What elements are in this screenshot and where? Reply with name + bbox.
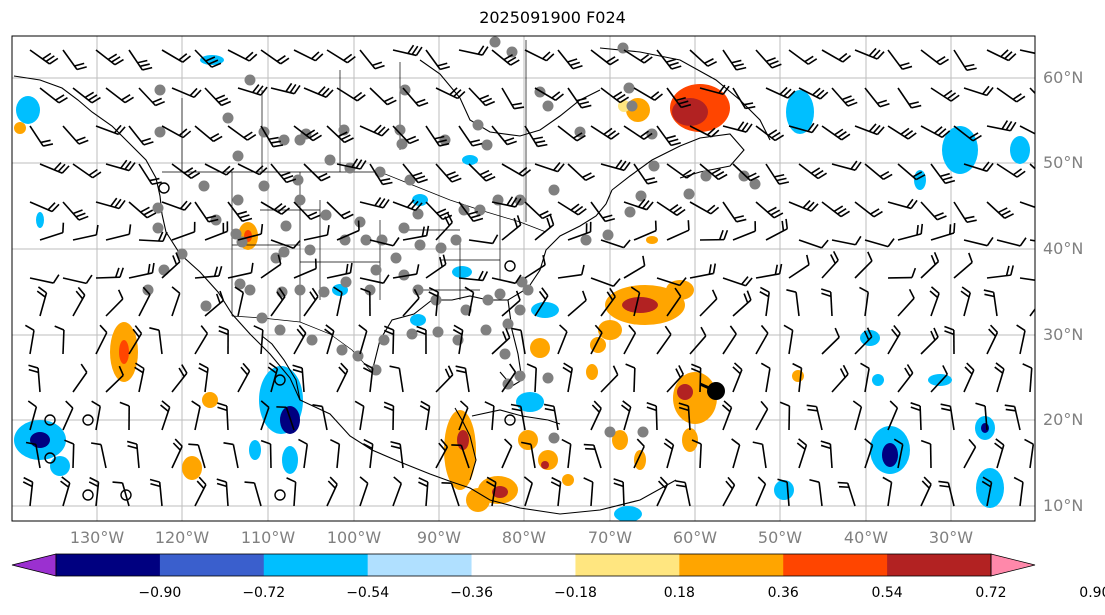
longitude-label: 90°W — [416, 528, 462, 547]
colorbar-tick-label: −0.54 — [346, 585, 390, 601]
colorbar-tick-label: −0.36 — [450, 585, 493, 601]
colorbar — [11, 553, 1036, 577]
latitude-label: 10°N — [1043, 496, 1084, 515]
map-frame — [11, 35, 1036, 522]
map-title: 2025091900 F024 — [479, 8, 626, 27]
longitude-label: 60°W — [672, 528, 718, 547]
latitude-label: 30°N — [1043, 325, 1084, 344]
colorbar-tick-label: −0.90 — [138, 585, 182, 601]
longitude-label: 80°W — [501, 528, 547, 547]
longitude-label: 40°W — [843, 528, 889, 547]
colorbar-tick-label: −0.18 — [553, 585, 597, 601]
colorbar-tick-label: 0.72 — [975, 585, 1007, 601]
colorbar-tick-label: −0.72 — [242, 585, 286, 601]
colorbar-tick-label: 0.36 — [767, 585, 799, 601]
station-markers — [142, 36, 761, 444]
colorbar-tick-label: 0.90 — [1079, 585, 1105, 601]
latitude-label: 40°N — [1043, 239, 1084, 258]
longitude-label: 70°W — [587, 528, 633, 547]
longitude-label: 100°W — [326, 528, 382, 547]
longitude-label: 120°W — [154, 528, 210, 547]
colorbar-tick-label: 0.54 — [871, 585, 903, 601]
latitude-label: 60°N — [1043, 68, 1084, 87]
latitude-label: 50°N — [1043, 153, 1084, 172]
colorbar-tick-label: 0.18 — [663, 585, 695, 601]
wind-barbs — [22, 44, 1035, 507]
longitude-label: 110°W — [240, 528, 296, 547]
storm-center-marker — [699, 382, 725, 400]
station-rings — [44, 182, 516, 501]
longitude-label: 130°W — [69, 528, 125, 547]
longitude-label: 50°W — [757, 528, 803, 547]
longitude-label: 30°W — [928, 528, 974, 547]
latitude-label: 20°N — [1043, 410, 1084, 429]
